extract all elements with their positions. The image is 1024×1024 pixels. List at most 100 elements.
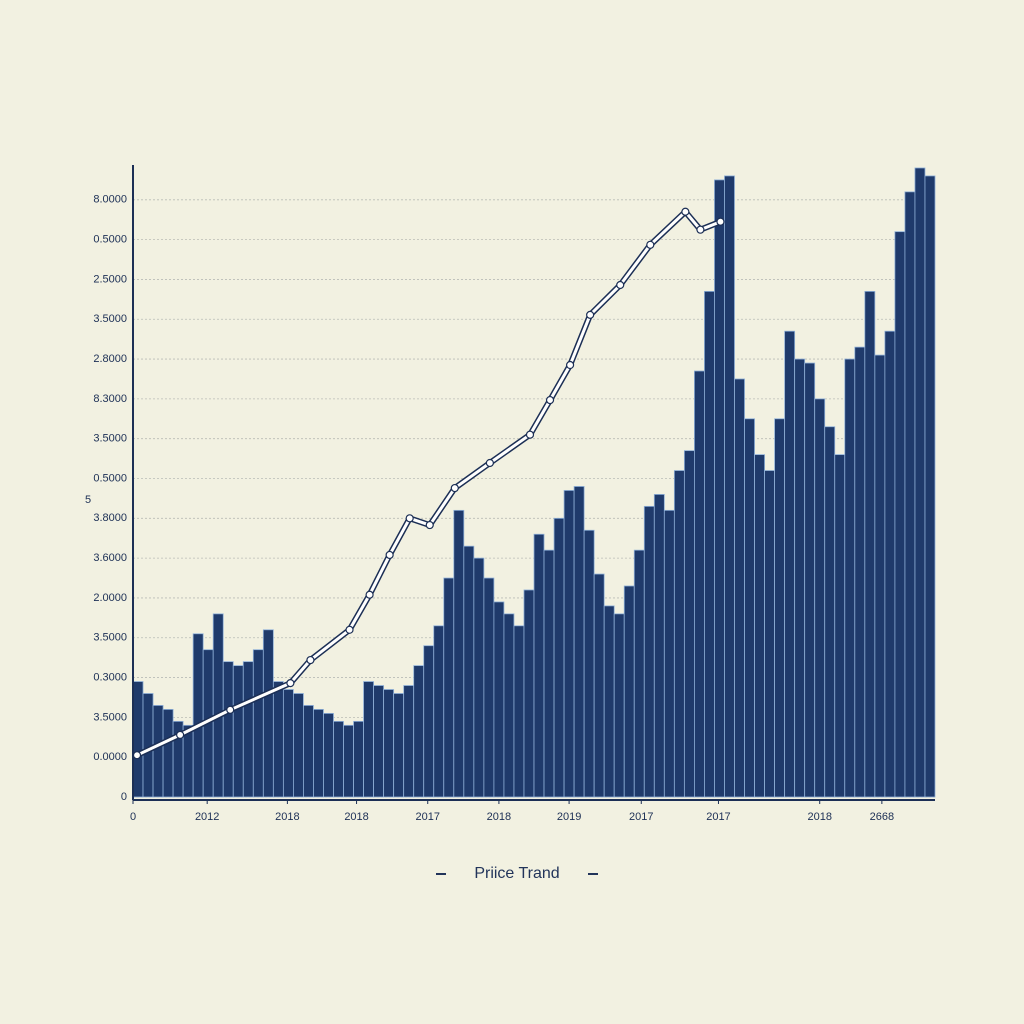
- bar: [393, 693, 405, 798]
- bar: [453, 509, 465, 798]
- bar: [483, 577, 495, 798]
- bar: [864, 290, 876, 798]
- line-marker: [681, 207, 690, 216]
- bar: [212, 613, 224, 798]
- bar: [503, 613, 515, 798]
- y-tick-label: 2.0000: [93, 592, 127, 604]
- x-tick-label: 2018: [487, 811, 511, 823]
- line-marker: [306, 655, 315, 665]
- bar: [904, 191, 916, 798]
- bar: [433, 625, 445, 798]
- y-axis-label: 5: [85, 494, 91, 506]
- y-tick-label: 3.5000: [93, 313, 127, 325]
- y-tick-label: 0.3000: [93, 671, 127, 683]
- y-tick-label: 3.8000: [93, 512, 127, 524]
- y-tick-label: 0: [121, 791, 127, 803]
- bar: [383, 689, 395, 798]
- bar: [764, 470, 776, 798]
- x-tick-label: 2018: [344, 811, 368, 823]
- x-tick-label: 2018: [275, 811, 299, 823]
- bar: [473, 557, 485, 798]
- bar: [573, 486, 585, 798]
- x-tick-label: 2668: [870, 811, 894, 823]
- y-tick-label: 3.5000: [93, 433, 127, 445]
- line-marker: [545, 395, 555, 405]
- bar: [754, 454, 765, 798]
- bar: [714, 179, 725, 798]
- bar: [814, 398, 826, 798]
- line-marker: [485, 458, 494, 468]
- bar: [152, 705, 164, 798]
- bar: [182, 724, 194, 798]
- bar: [633, 549, 645, 798]
- line-marker: [525, 430, 535, 439]
- bar: [403, 685, 415, 798]
- bar: [704, 290, 715, 798]
- bar: [673, 470, 685, 798]
- line-marker: [405, 514, 414, 523]
- bar: [874, 354, 886, 798]
- line-marker: [132, 751, 142, 760]
- bar: [914, 167, 926, 798]
- bar: [282, 689, 294, 798]
- bar: [884, 330, 896, 798]
- bar: [794, 358, 806, 798]
- bar: [583, 529, 595, 798]
- bar: [513, 625, 525, 798]
- line-marker: [450, 483, 459, 493]
- bar: [292, 693, 304, 798]
- y-tick-label: 2.5000: [93, 273, 127, 285]
- bar: [262, 629, 274, 798]
- bar: [373, 685, 385, 798]
- x-tick-label: 2018: [807, 811, 831, 823]
- y-tick-label: 3.5000: [93, 632, 127, 644]
- bar: [313, 709, 324, 798]
- bar: [523, 589, 535, 798]
- line-marker: [696, 225, 705, 234]
- x-tick-label: 2017: [706, 811, 730, 823]
- bar: [613, 613, 625, 798]
- bar: [323, 712, 334, 798]
- bar: [553, 517, 565, 798]
- bar: [593, 573, 605, 798]
- y-tick-label: 0.5000: [93, 234, 127, 246]
- bar: [543, 549, 555, 798]
- y-tick-label: 3.5000: [93, 711, 127, 723]
- line-marker: [345, 625, 354, 634]
- bar: [413, 665, 425, 798]
- bar: [272, 681, 284, 798]
- bar: [603, 605, 615, 798]
- y-tick-label: 8.3000: [93, 393, 127, 405]
- x-tick-label: 2017: [629, 811, 653, 823]
- bar: [463, 545, 475, 798]
- bar: [663, 509, 675, 798]
- bar: [694, 370, 705, 798]
- bar: [252, 649, 264, 798]
- chart-title: Priice Trand: [474, 865, 559, 882]
- bar: [653, 494, 665, 798]
- bar: [804, 362, 816, 798]
- bar: [844, 358, 856, 798]
- bar: [784, 330, 796, 798]
- bar: [303, 705, 314, 798]
- line-marker: [365, 590, 374, 599]
- line-marker: [565, 360, 575, 370]
- bar: [343, 724, 354, 798]
- bar: [363, 681, 375, 798]
- line-marker: [385, 550, 394, 560]
- bar: [774, 418, 786, 798]
- bar: [623, 585, 635, 798]
- bar: [333, 720, 344, 798]
- bar: [894, 231, 906, 798]
- bar: [132, 681, 144, 798]
- y-tick-label: 8.0000: [93, 194, 127, 206]
- line-marker: [716, 217, 725, 226]
- bar: [192, 633, 204, 798]
- bar: [744, 418, 755, 798]
- x-tick-label: 0: [130, 811, 136, 823]
- bar: [493, 601, 505, 798]
- x-tick-label: 2012: [195, 811, 219, 823]
- y-tick-label: 2.8000: [93, 353, 127, 365]
- y-tick-label: 3.6000: [93, 552, 127, 564]
